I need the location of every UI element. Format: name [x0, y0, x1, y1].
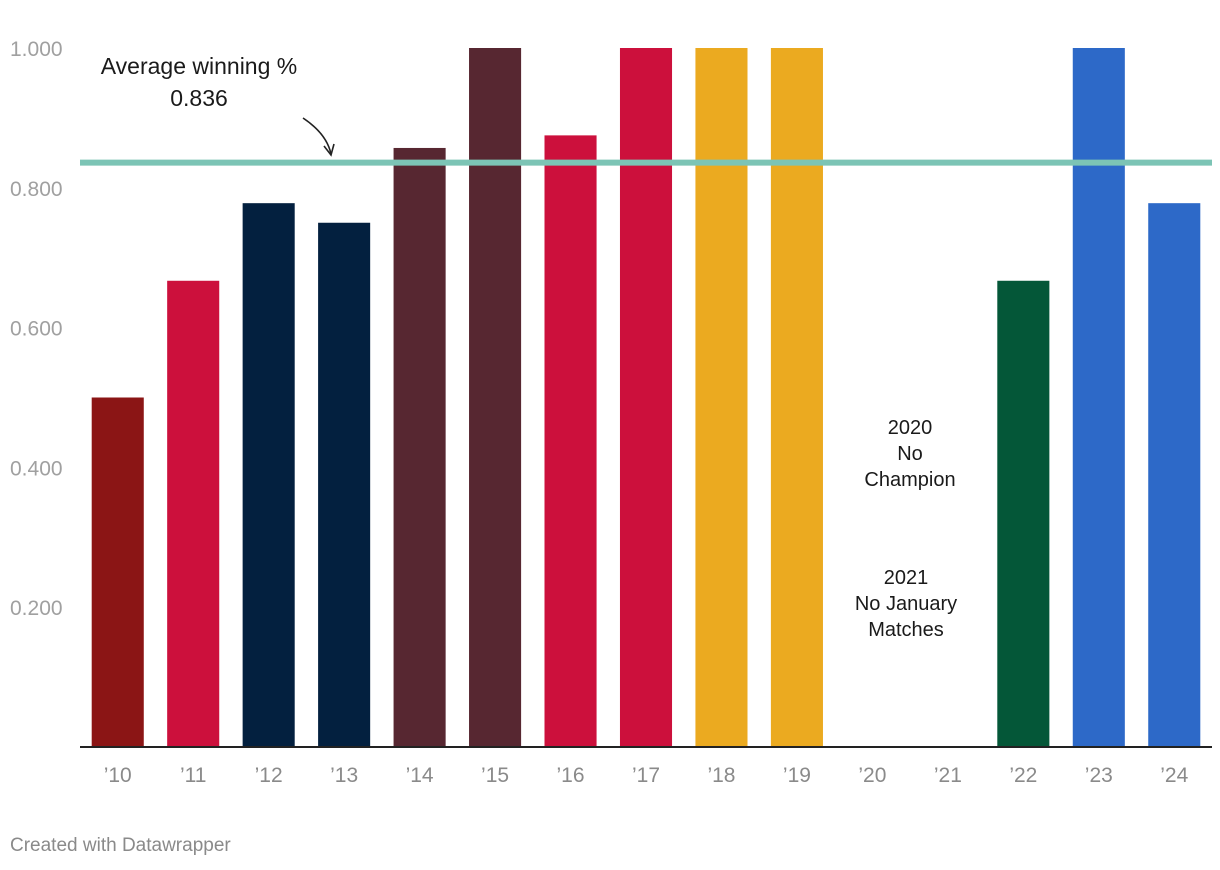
- x-tick-label: ’23: [1085, 764, 1113, 787]
- y-tick-label: 0.800: [10, 178, 63, 201]
- note-2021-line-2: No January: [855, 593, 957, 615]
- x-tick-label: ’14: [406, 764, 434, 787]
- x-tick-label: ’10: [104, 764, 132, 787]
- y-tick-label: 0.400: [10, 457, 63, 480]
- x-tick-label: ’17: [632, 764, 660, 787]
- x-tick-label: ’16: [557, 764, 585, 787]
- y-tick-label: 0.600: [10, 318, 63, 341]
- y-tick-label: 1.000: [10, 38, 63, 61]
- x-tick-label: ’21: [934, 764, 962, 787]
- bar: [997, 280, 1050, 747]
- x-tick-label: ’18: [707, 764, 735, 787]
- note-2020-line-2: No: [897, 443, 923, 465]
- average-annotation-value: 0.836: [170, 85, 228, 111]
- bar: [91, 397, 144, 747]
- bar: [1148, 203, 1201, 748]
- x-tick-label: ’11: [180, 764, 206, 787]
- note-2020-line-3: Champion: [864, 469, 955, 491]
- bars: [91, 48, 1201, 748]
- bar: [695, 48, 748, 747]
- y-tick-label: 0.200: [10, 597, 63, 620]
- bar: [393, 147, 446, 747]
- bar: [469, 48, 522, 747]
- annotation-arrow: [302, 117, 335, 157]
- bar: [1072, 48, 1125, 747]
- x-tick-label: ’15: [481, 764, 509, 787]
- y-axis-ticks: 0.200 0.400 0.600 0.800 1.000: [10, 38, 63, 620]
- bar: [544, 135, 597, 747]
- bar: [167, 280, 220, 747]
- x-tick-label: ’19: [783, 764, 811, 787]
- average-annotation-label: Average winning %: [101, 53, 297, 79]
- bar: [770, 48, 823, 747]
- x-tick-label: ’13: [330, 764, 358, 787]
- x-tick-label: ’20: [858, 764, 886, 787]
- note-2021-line-1: 2021: [884, 567, 929, 589]
- x-tick-label: ’24: [1160, 764, 1188, 787]
- x-axis-labels: ’10 ’11 ’12 ’13 ’14 ’15 ’16 ’17 ’18 ’19 ’20 ’21 ’22 ’…: [104, 764, 1189, 787]
- bar: [318, 222, 371, 747]
- note-2021-line-3: Matches: [868, 619, 944, 641]
- note-2020-line-1: 2020: [888, 417, 933, 439]
- credit-text: Created with Datawrapper: [10, 835, 231, 856]
- bar: [619, 48, 673, 747]
- x-tick-label: ’12: [255, 764, 283, 787]
- x-tick-label: ’22: [1009, 764, 1037, 787]
- bar: [242, 203, 295, 748]
